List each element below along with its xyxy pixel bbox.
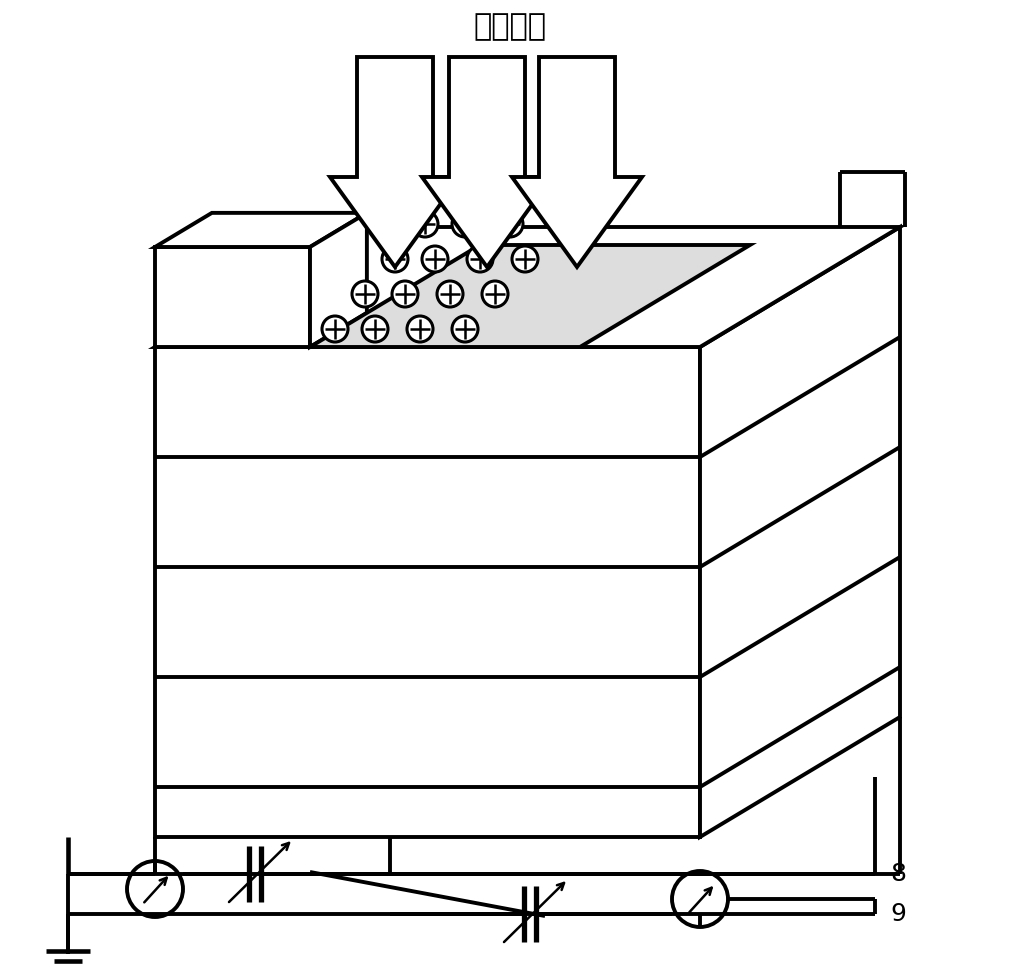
Polygon shape [310, 245, 750, 347]
Circle shape [382, 246, 408, 272]
Circle shape [392, 281, 418, 307]
Text: 9: 9 [890, 902, 906, 926]
Circle shape [437, 281, 463, 307]
Circle shape [452, 211, 478, 237]
Polygon shape [155, 227, 900, 347]
Circle shape [422, 246, 448, 272]
Circle shape [352, 281, 378, 307]
Text: 被探测光: 被探测光 [473, 13, 547, 42]
Circle shape [497, 211, 523, 237]
Polygon shape [155, 213, 366, 247]
Circle shape [322, 316, 348, 342]
Polygon shape [512, 57, 642, 267]
Polygon shape [700, 227, 900, 837]
Polygon shape [422, 57, 552, 267]
Circle shape [452, 316, 478, 342]
Circle shape [407, 316, 433, 342]
Polygon shape [310, 213, 366, 347]
Circle shape [362, 316, 388, 342]
Polygon shape [155, 347, 700, 837]
Circle shape [467, 246, 493, 272]
Circle shape [482, 281, 508, 307]
Circle shape [512, 246, 538, 272]
Circle shape [412, 211, 438, 237]
Text: 8: 8 [890, 862, 906, 886]
Polygon shape [155, 247, 310, 347]
Polygon shape [330, 57, 460, 267]
